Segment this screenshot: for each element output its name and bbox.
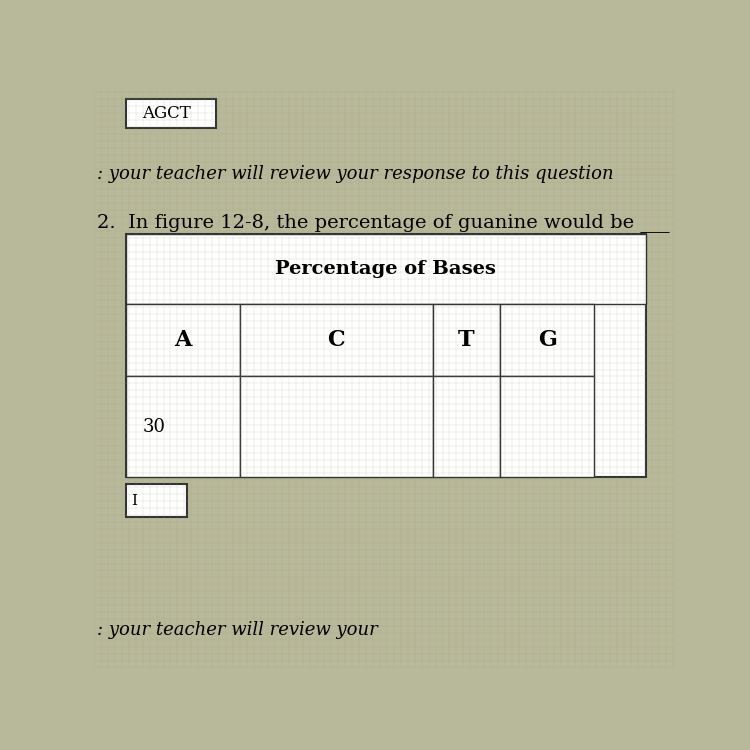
Bar <box>126 484 187 518</box>
Text: 2.  In figure 12-8, the percentage of guanine would be ___: 2. In figure 12-8, the percentage of gua… <box>97 213 669 232</box>
Text: Percentage of Bases: Percentage of Bases <box>275 260 496 278</box>
Bar <box>500 376 594 477</box>
Bar <box>126 234 646 304</box>
Text: A: A <box>174 329 192 351</box>
Bar <box>433 376 500 477</box>
Bar <box>126 376 240 477</box>
Text: C: C <box>328 329 345 351</box>
Text: AGCT: AGCT <box>142 104 190 122</box>
Bar <box>433 304 500 376</box>
Bar <box>500 304 594 376</box>
Bar <box>240 376 433 477</box>
Bar <box>126 99 216 128</box>
Text: : your teacher will review your: : your teacher will review your <box>97 621 377 639</box>
Bar <box>240 304 433 376</box>
Bar <box>126 304 240 376</box>
Text: G: G <box>538 329 556 351</box>
Bar <box>126 234 646 477</box>
Text: : your teacher will review your response to this question: : your teacher will review your response… <box>97 165 614 183</box>
Text: 30: 30 <box>142 418 166 436</box>
Text: I: I <box>131 494 137 508</box>
Text: T: T <box>458 329 475 351</box>
